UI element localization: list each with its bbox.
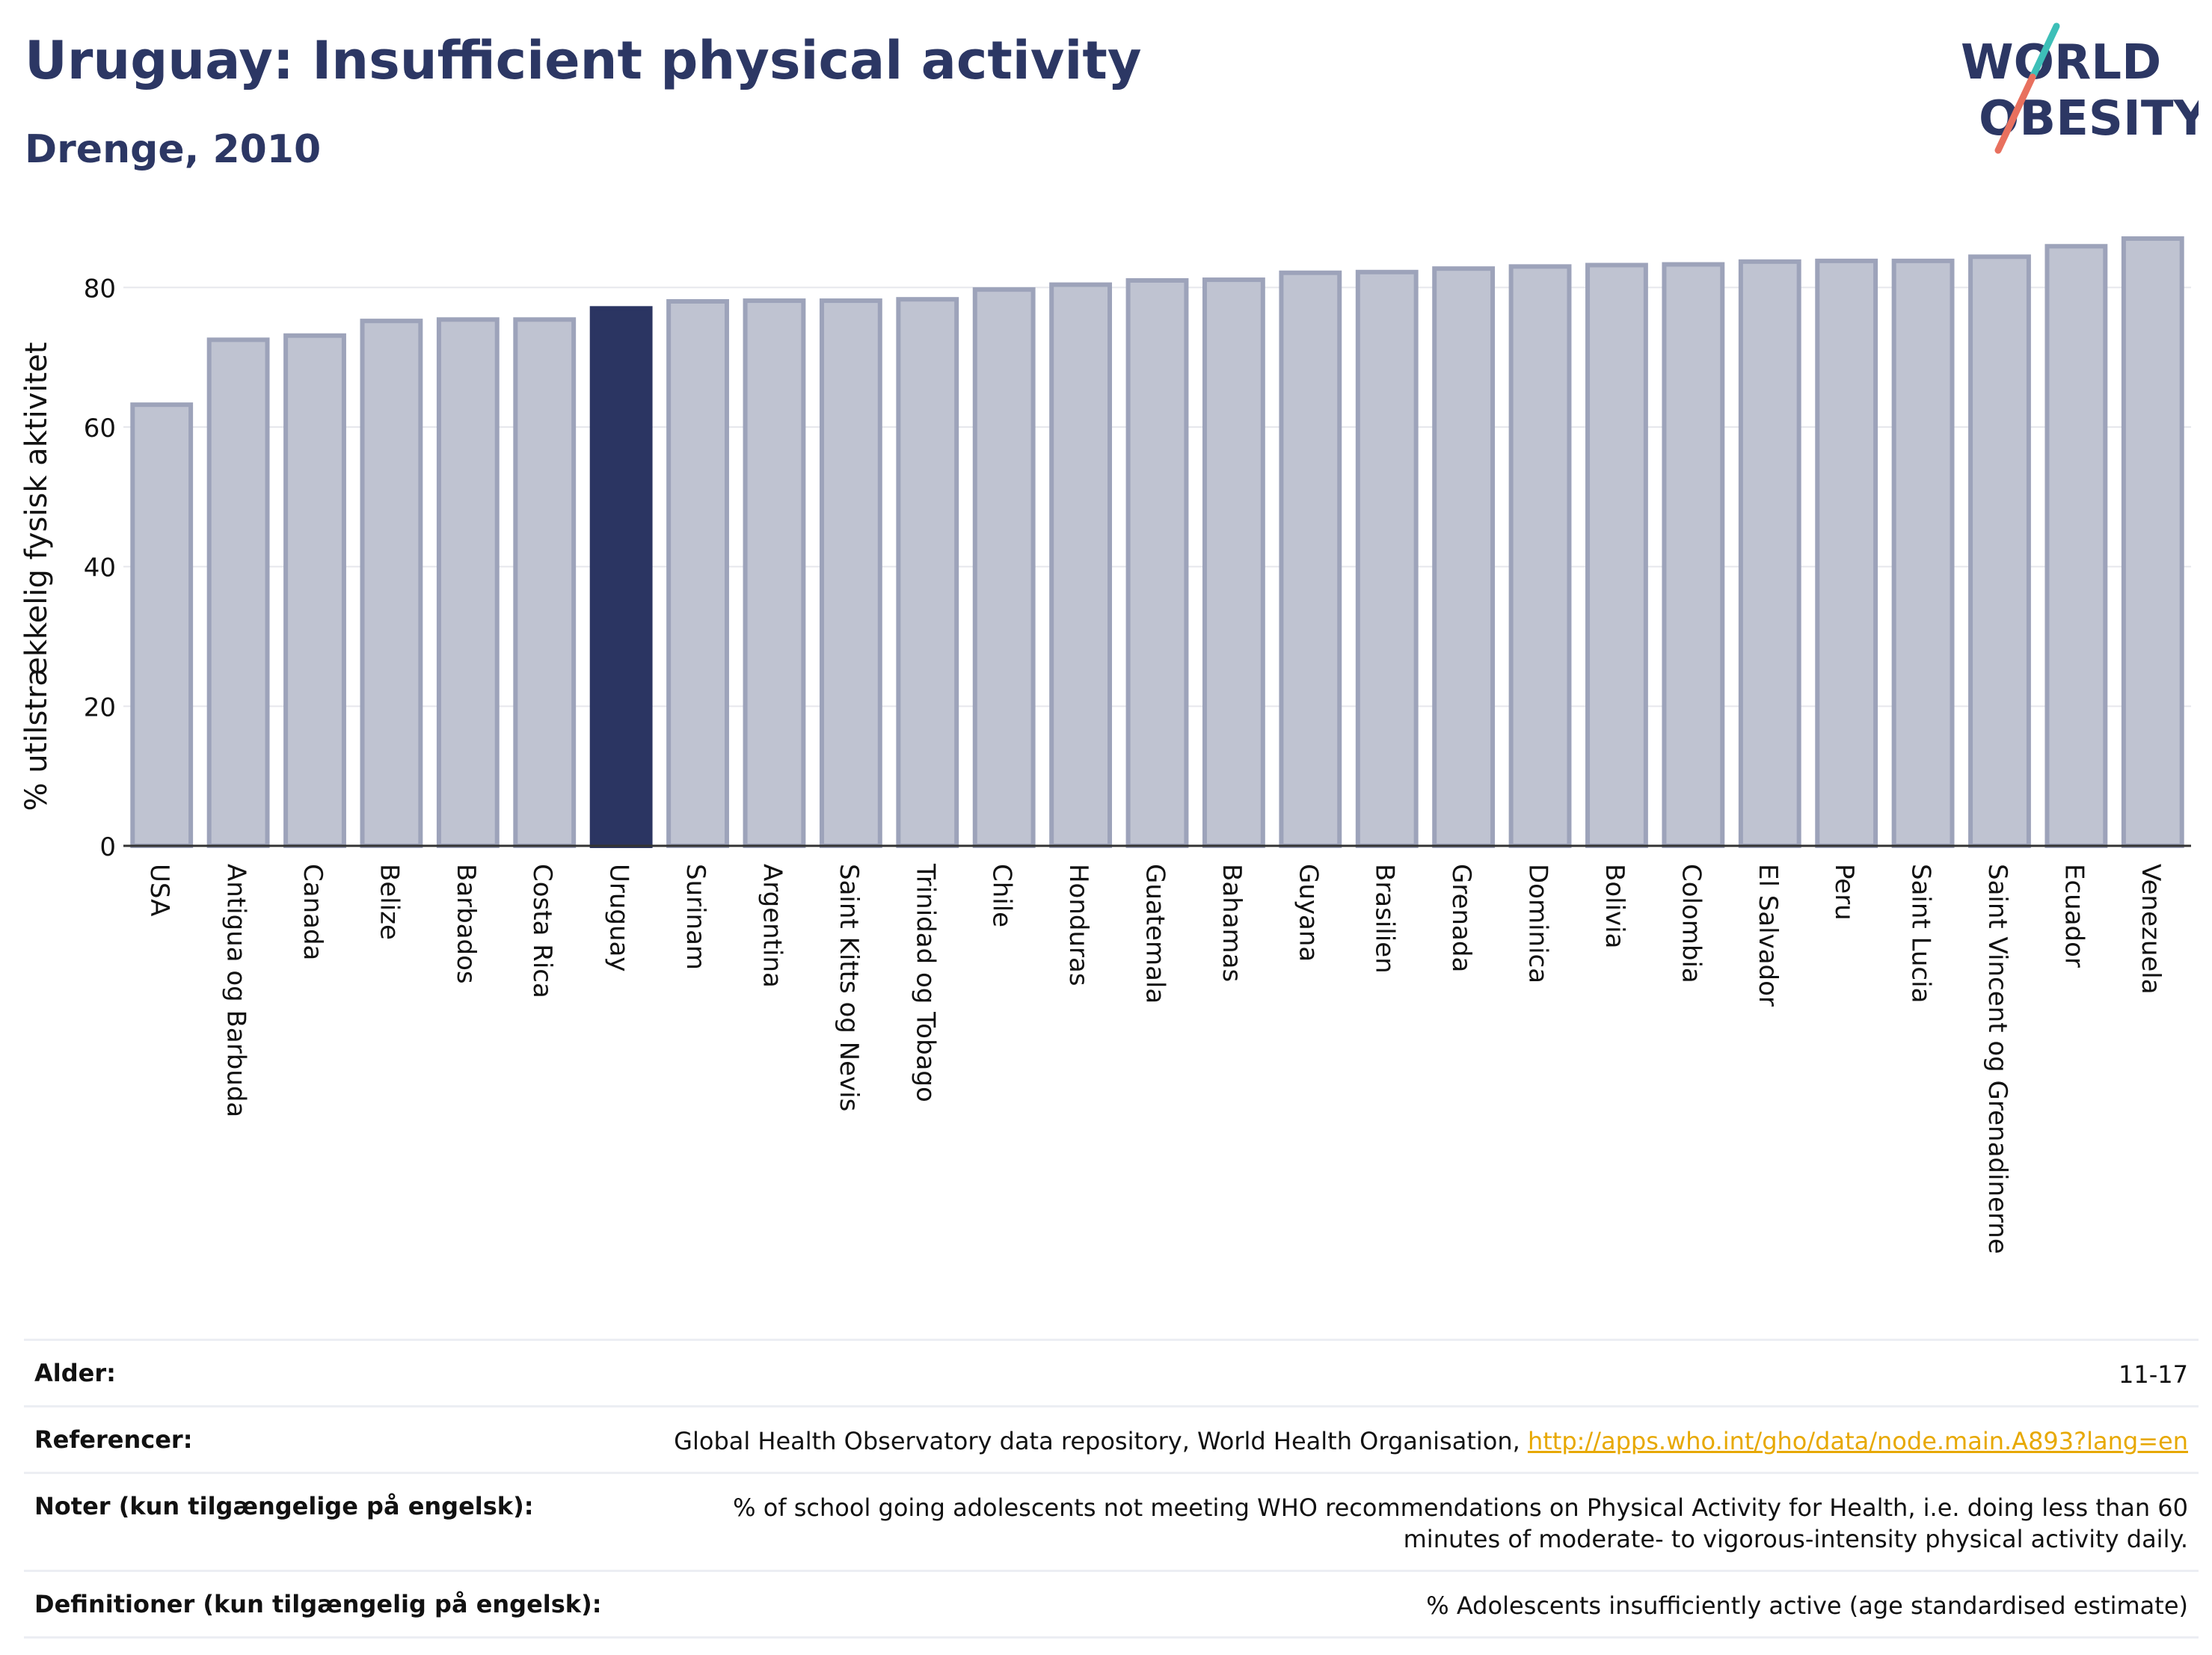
x-tick-label: Saint Vincent og Grenadinerne <box>1982 864 2012 1254</box>
page-title: Uruguay: Insufficient physical activity <box>25 30 1142 91</box>
logo-slash-coral-icon <box>1994 73 2036 154</box>
bar-belize[interactable] <box>360 319 423 848</box>
definitions-value: % Adolescents insufficiently active (age… <box>1426 1591 2188 1620</box>
meta-row-age: Alder: 11-17 <box>24 1339 2199 1405</box>
bar-uruguay[interactable] <box>589 306 653 849</box>
x-tick-label: Saint Lucia <box>1906 864 1936 1003</box>
x-tick-label: Grenada <box>1446 864 1476 972</box>
bar-argentina[interactable] <box>743 298 806 849</box>
bar-chile[interactable] <box>972 287 1036 848</box>
x-tick-label: Uruguay <box>604 864 634 972</box>
notes-value: % of school going adolescents not meetin… <box>733 1493 2188 1553</box>
x-tick-label: Dominica <box>1523 864 1553 983</box>
bar-saint-lucia[interactable] <box>1891 258 1955 849</box>
x-tick-label: USA <box>144 864 174 916</box>
definitions-label: Definitioner (kun tilgængelig på engelsk… <box>34 1590 602 1618</box>
logo-slash-teal-icon <box>2029 22 2060 81</box>
x-tick-label: Surinam <box>681 864 710 970</box>
bar-guatemala[interactable] <box>1125 278 1189 848</box>
bar-el-salvador[interactable] <box>1738 259 1801 848</box>
bar-saint-vincent-og-grenadinerne[interactable] <box>1968 254 2031 848</box>
x-tick-label: El Salvador <box>1753 864 1783 1007</box>
world-obesity-logo[interactable]: WORLD OBESITY <box>1944 19 2199 161</box>
age-value: 11-17 <box>2119 1360 2188 1389</box>
bar-saint-kitts-og-nevis[interactable] <box>819 298 882 849</box>
x-tick-label: Brasilien <box>1370 864 1400 974</box>
bar-chart: 0 20 40 60 80 USA Antigua og Barbuda Canada Bel… <box>19 236 2191 1254</box>
y-tick-label: 80 <box>84 274 116 304</box>
notes-label: Noter (kun tilgængelige på engelsk): <box>34 1492 534 1520</box>
references-link[interactable]: http://apps.who.int/gho/data/node.main.A… <box>1527 1427 2188 1455</box>
bar-grenada[interactable] <box>1432 266 1496 848</box>
bar-barbados[interactable] <box>436 317 500 848</box>
x-tick-label: Venezuela <box>2136 864 2166 995</box>
references-label: Referencer: <box>34 1425 193 1454</box>
bar-bolivia[interactable] <box>1585 262 1648 848</box>
bar-bahamas[interactable] <box>1202 277 1265 849</box>
x-tick-label: Ecuador <box>2059 864 2089 968</box>
y-axis-ticks: 0 20 40 60 80 <box>84 274 116 862</box>
x-tick-label: Peru <box>1829 864 1859 921</box>
bar-antigua-og-barbuda[interactable] <box>206 337 270 849</box>
x-tick-label: Costa Rica <box>527 864 557 998</box>
bar-ecuador[interactable] <box>2044 244 2108 848</box>
y-tick-label: 40 <box>84 553 116 583</box>
bar-peru[interactable] <box>1815 258 1878 849</box>
x-tick-label: Saint Kitts og Nevis <box>834 864 864 1111</box>
x-axis-labels: USA Antigua og Barbuda Canada Belize Barbado… <box>144 863 2166 1254</box>
y-tick-label: 60 <box>84 414 116 443</box>
bar-usa[interactable] <box>130 402 194 848</box>
references-value: Global Health Observatory data repositor… <box>674 1425 2188 1457</box>
bar-honduras[interactable] <box>1049 282 1113 849</box>
y-axis-label: % utilstrækkelig fysisk aktivitet <box>19 342 54 811</box>
bar-trinidad-og-tobago[interactable] <box>896 297 959 848</box>
x-tick-label: Guatemala <box>1140 864 1170 1004</box>
meta-row-notes: Noter (kun tilgængelige på engelsk): % o… <box>24 1472 2199 1570</box>
meta-row-definitions: Definitioner (kun tilgængelig på engelsk… <box>24 1570 2199 1639</box>
metadata-table: Alder: 11-17 Referencer: Global Health O… <box>24 1339 2199 1639</box>
page-subtitle: Drenge, 2010 <box>25 127 322 172</box>
meta-row-references: Referencer: Global Health Observatory da… <box>24 1405 2199 1472</box>
bar-venezuela[interactable] <box>2121 236 2184 848</box>
x-tick-label: Belize <box>374 864 404 940</box>
bar-canada[interactable] <box>283 333 346 848</box>
x-tick-label: Antigua og Barbuda <box>221 864 251 1117</box>
y-tick-label: 20 <box>84 693 116 722</box>
x-tick-label: Guyana <box>1293 864 1323 962</box>
bar-surinam[interactable] <box>666 299 729 848</box>
x-tick-label: Canada <box>298 864 328 960</box>
logo-line-1: WORLD <box>1961 35 2161 90</box>
bar-brasilien[interactable] <box>1355 269 1419 848</box>
x-tick-label: Colombia <box>1676 864 1706 983</box>
x-tick-label: Barbados <box>451 864 481 984</box>
x-tick-label: Bahamas <box>1217 864 1247 982</box>
chart-bars <box>130 236 2184 849</box>
bar-costa-rica[interactable] <box>513 317 577 848</box>
bar-guyana[interactable] <box>1279 270 1342 848</box>
x-tick-label: Trinidad og Tobago <box>910 863 940 1102</box>
bar-dominica[interactable] <box>1508 264 1572 849</box>
references-text: Global Health Observatory data repositor… <box>674 1427 1528 1455</box>
y-tick-label: 0 <box>99 832 116 862</box>
age-label: Alder: <box>34 1359 116 1387</box>
x-tick-label: Honduras <box>1063 864 1093 986</box>
bar-colombia[interactable] <box>1662 262 1725 848</box>
x-tick-label: Chile <box>987 864 1017 927</box>
x-tick-label: Argentina <box>757 864 787 988</box>
x-tick-label: Bolivia <box>1600 864 1629 948</box>
